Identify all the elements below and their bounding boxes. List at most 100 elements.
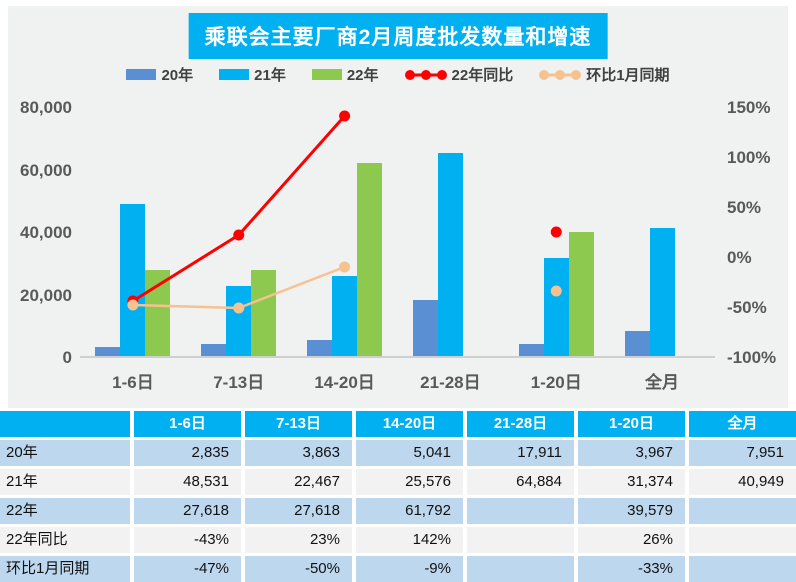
bar-group-5 — [503, 108, 609, 356]
y-axis-left: 0 20,000 40,000 60,000 80,000 — [8, 98, 72, 367]
point-环比1月同期 — [550, 285, 562, 297]
table-cell: 142% — [356, 527, 463, 553]
table-cell — [467, 498, 574, 524]
x-axis-label: 1-6日 — [112, 373, 154, 392]
bar-21年 — [332, 276, 358, 356]
chart-panel: 乘联会主要厂商2月周度批发数量和增速 20年 21年 22年 22年同比 环比1月同期 … — [8, 6, 788, 408]
line-series-overlay — [127, 110, 562, 314]
bar-group-4 — [397, 108, 503, 356]
table-cell: 23% — [245, 527, 352, 553]
bar-21年 — [226, 285, 252, 356]
y-axis-right-tick: -50% — [727, 298, 767, 317]
legend-item-1: 21年 — [219, 64, 286, 85]
x-axis-label: 21-28日 — [420, 373, 481, 392]
x-axis-labels: 1-6日 7-13日 14-20日 21-28日 1-20日 全月 — [80, 368, 715, 393]
bar-21年 — [543, 257, 569, 356]
table-cell — [689, 527, 796, 553]
point-环比1月同期 — [233, 302, 245, 314]
table-cell: 31,374 — [578, 469, 685, 495]
table-cell: 48,531 — [134, 469, 241, 495]
bar-21年 — [649, 228, 675, 356]
bar-21年 — [120, 204, 146, 356]
table-header-全月: 全月 — [689, 411, 796, 437]
table-cell: 40,949 — [689, 469, 796, 495]
x-axis-label: 全月 — [645, 373, 680, 392]
table-row-label-22年: 22年 — [0, 498, 130, 524]
table-cell: 5,041 — [356, 440, 463, 466]
legend-item-4: 环比1月同期 — [539, 64, 670, 85]
chart-legend: 20年 21年 22年 22年同比 环比1月同期 — [8, 64, 788, 85]
legend-item-2: 22年 — [311, 64, 379, 85]
legend-bar-swatch — [311, 69, 342, 80]
chart-title: 乘联会主要厂商2月周度批发数量和增速 — [188, 13, 608, 59]
legend-line-swatch — [539, 69, 582, 80]
table-cell: 17,911 — [467, 440, 574, 466]
bar-20年 — [412, 300, 438, 356]
table-cell: -50% — [245, 556, 352, 582]
table-cell: 3,863 — [245, 440, 352, 466]
legend-label: 20年 — [161, 67, 194, 84]
bar-22年 — [251, 269, 277, 356]
table-header-14-20日: 14-20日 — [356, 411, 463, 437]
y-axis-left-tick: 20,000 — [20, 285, 72, 305]
point-22年同比 — [550, 226, 562, 238]
bar-22年 — [568, 232, 594, 356]
legend-label: 22年同比 — [451, 67, 514, 84]
bar-20年 — [518, 343, 544, 356]
bar-22年 — [357, 162, 383, 356]
table-cell: 22,467 — [245, 469, 352, 495]
y-axis-right-tick: -100% — [727, 348, 777, 367]
bar-20年 — [307, 340, 333, 356]
legend-bar-swatch — [126, 69, 157, 80]
table-cell: -9% — [356, 556, 463, 582]
bar-20年 — [624, 331, 650, 356]
bar-group-6 — [609, 108, 715, 356]
table-cell: 64,884 — [467, 469, 574, 495]
table-row-label-21年: 21年 — [0, 469, 130, 495]
line-22年同比 — [132, 115, 346, 303]
bar-groups — [80, 108, 715, 356]
legend-label: 环比1月同期 — [586, 67, 670, 84]
y-axis-left-tick: 80,000 — [20, 98, 72, 117]
table-cell — [689, 556, 796, 582]
y-axis-right: -100% -50% 0% 50% 100% 150% — [727, 98, 787, 367]
y-axis-right-tick: 50% — [727, 198, 762, 217]
x-axis-label: 14-20日 — [314, 373, 375, 392]
table-cell: 2,835 — [134, 440, 241, 466]
table-cell — [467, 556, 574, 582]
table-cell: 7,951 — [689, 440, 796, 466]
table-row-label-环比1月同期: 环比1月同期 — [0, 556, 130, 582]
x-axis-label: 7-13日 — [213, 373, 265, 392]
table-row-label-22年同比: 22年同比 — [0, 527, 130, 553]
table-cell: 27,618 — [134, 498, 241, 524]
y-axis-left-tick: 60,000 — [20, 160, 72, 180]
legend-label: 21年 — [254, 67, 286, 84]
table-header-1-6日: 1-6日 — [134, 411, 241, 437]
table-cell: 26% — [578, 527, 685, 553]
table-cell: -43% — [134, 527, 241, 553]
table-cell: 3,967 — [578, 440, 685, 466]
y-axis-left-tick: 40,000 — [20, 223, 72, 242]
point-22年同比 — [233, 229, 245, 241]
bar-20年 — [95, 347, 121, 356]
legend-label: 22年 — [346, 67, 379, 84]
plot-area — [80, 108, 715, 358]
y-axis-right-tick: 150% — [727, 98, 771, 117]
point-环比1月同期 — [127, 299, 139, 311]
legend-item-3: 22年同比 — [404, 64, 514, 85]
bar-21年 — [437, 153, 463, 356]
table-cell — [467, 527, 574, 553]
table-cell — [689, 498, 796, 524]
legend-line-swatch — [404, 69, 447, 80]
table-cell: 39,579 — [578, 498, 685, 524]
legend-item-0: 20年 — [126, 64, 193, 85]
y-axis-left-tick: 0 — [62, 348, 72, 367]
table-cell: -33% — [578, 556, 685, 582]
table-header-1-20日: 1-20日 — [578, 411, 685, 437]
bar-20年 — [201, 343, 227, 356]
table-cell: 61,792 — [356, 498, 463, 524]
table-header-21-28日: 21-28日 — [467, 411, 574, 437]
bar-group-1 — [80, 108, 186, 356]
table-header-7-13日: 7-13日 — [245, 411, 352, 437]
line-环比1月同期 — [132, 265, 346, 310]
